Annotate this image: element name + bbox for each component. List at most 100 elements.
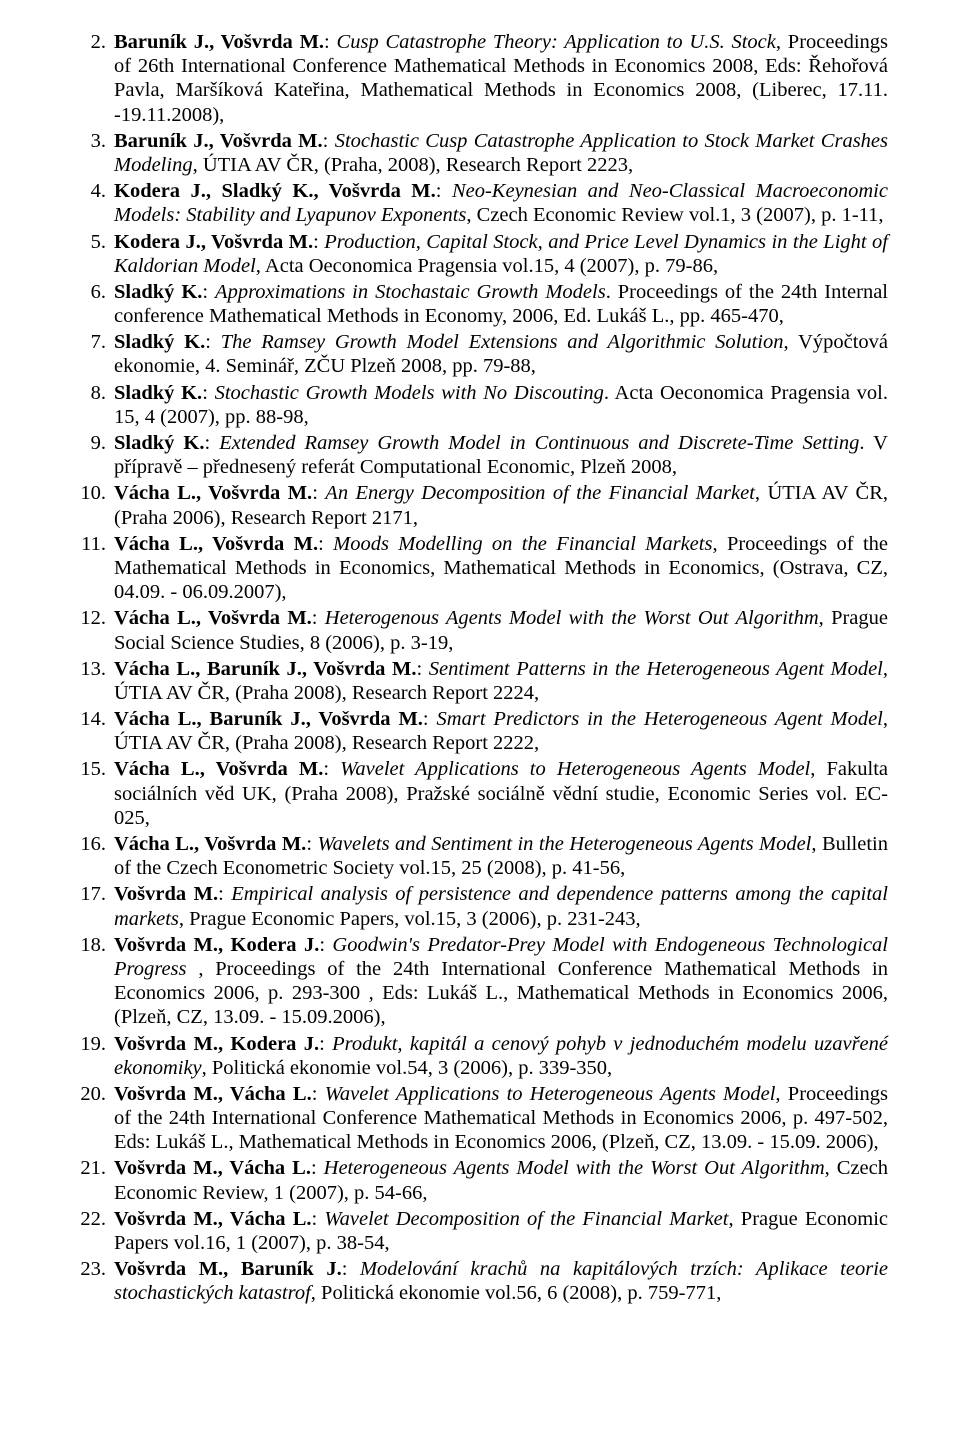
reference-text: Vácha L., Baruník J., Vošvrda M.: [114, 708, 423, 730]
reference-text: :: [318, 533, 333, 555]
reference-text: Vácha L., Vošvrda M.: [114, 607, 312, 629]
reference-text: Approximations in Stochastaic Growth Mod…: [215, 281, 606, 303]
reference-item: 10.Vácha L., Vošvrda M.: An Energy Decom…: [72, 481, 888, 529]
reference-number: 15.: [72, 757, 114, 830]
reference-number: 2.: [72, 30, 114, 127]
reference-text: Vácha L., Baruník J., Vošvrda M.: [114, 658, 416, 680]
reference-item: 16.Vácha L., Vošvrda M.: Wavelets and Se…: [72, 832, 888, 880]
reference-body: Vácha L., Vošvrda M.: An Energy Decompos…: [114, 481, 888, 529]
reference-body: Vácha L., Baruník J., Vošvrda M.: Sentim…: [114, 657, 888, 705]
reference-body: Baruník J., Vošvrda M.: Stochastic Cusp …: [114, 129, 888, 177]
reference-body: Vošvrda M., Vácha L.: Heterogeneous Agen…: [114, 1156, 888, 1204]
reference-text: Sladký K.: [114, 281, 202, 303]
reference-body: Vošvrda M.: Empirical analysis of persis…: [114, 882, 888, 930]
reference-text: Cusp Catastrophe Theory: Application to …: [337, 31, 776, 53]
reference-body: Sladký K.: The Ramsey Growth Model Exten…: [114, 330, 888, 378]
reference-text: The Ramsey Growth Model Extensions and A…: [221, 331, 784, 353]
reference-number: 21.: [72, 1156, 114, 1204]
reference-item: 11.Vácha L., Vošvrda M.: Moods Modelling…: [72, 532, 888, 605]
reference-number: 16.: [72, 832, 114, 880]
reference-text: :: [313, 231, 324, 253]
reference-text: An Energy Decomposition of the Financial…: [325, 482, 755, 504]
reference-number: 6.: [72, 280, 114, 328]
reference-text: :: [218, 883, 231, 905]
reference-body: Kodera J., Sladký K., Vošvrda M.: Neo-Ke…: [114, 179, 888, 227]
reference-text: , Politická ekonomie vol.54, 3 (2006), p…: [202, 1057, 613, 1079]
reference-number: 12.: [72, 606, 114, 654]
reference-text: Vošvrda M., Kodera J.: [114, 934, 319, 956]
reference-number: 9.: [72, 431, 114, 479]
reference-text: :: [319, 934, 332, 956]
reference-number: 7.: [72, 330, 114, 378]
reference-text: Sladký K.: [114, 331, 205, 353]
reference-text: Vácha L., Vošvrda M.: [114, 533, 318, 555]
reference-text: Wavelet Decomposition of the Financial M…: [324, 1208, 728, 1230]
reference-body: Vošvrda M., Baruník J.: Modelování krach…: [114, 1257, 888, 1305]
reference-body: Sladký K.: Approximations in Stochastaic…: [114, 280, 888, 328]
reference-text: :: [323, 130, 335, 152]
reference-body: Vácha L., Vošvrda M.: Wavelets and Senti…: [114, 832, 888, 880]
reference-text: :: [311, 1157, 324, 1179]
reference-number: 11.: [72, 532, 114, 605]
reference-item: 15.Vácha L., Vošvrda M.: Wavelet Applica…: [72, 757, 888, 830]
reference-text: , Acta Oeconomica Pragensia vol.15, 4 (2…: [256, 255, 718, 277]
reference-text: Sentiment Patterns in the Heterogeneous …: [429, 658, 883, 680]
reference-text: Vošvrda M., Baruník J.: [114, 1258, 342, 1280]
reference-item: 8.Sladký K.: Stochastic Growth Models wi…: [72, 381, 888, 429]
reference-text: :: [202, 281, 215, 303]
reference-text: :: [423, 708, 437, 730]
reference-body: Vošvrda M., Kodera J.: Produkt, kapitál …: [114, 1032, 888, 1080]
reference-text: :: [205, 432, 220, 454]
reference-item: 14.Vácha L., Baruník J., Vošvrda M.: Sma…: [72, 707, 888, 755]
reference-number: 18.: [72, 933, 114, 1030]
reference-text: Heterogeneous Agents Model with the Wors…: [324, 1157, 825, 1179]
reference-number: 5.: [72, 230, 114, 278]
reference-text: Heterogenous Agents Model with the Worst…: [325, 607, 819, 629]
reference-text: Wavelet Applications to Heterogeneous Ag…: [325, 1083, 776, 1105]
reference-text: , Politická ekonomie vol.56, 6 (2008), p…: [311, 1282, 722, 1304]
reference-item: 21.Vošvrda M., Vácha L.: Heterogeneous A…: [72, 1156, 888, 1204]
reference-body: Sladký K.: Stochastic Growth Models with…: [114, 381, 888, 429]
reference-item: 5.Kodera J., Vošvrda M.: Production, Cap…: [72, 230, 888, 278]
reference-number: 10.: [72, 481, 114, 529]
reference-text: :: [342, 1258, 360, 1280]
reference-text: , ÚTIA AV ČR, (Praha, 2008), Research Re…: [193, 154, 634, 176]
reference-item: 6.Sladký K.: Approximations in Stochasta…: [72, 280, 888, 328]
reference-text: Vošvrda M., Vácha L.: [114, 1157, 311, 1179]
reference-text: Vošvrda M.: [114, 883, 218, 905]
reference-text: :: [324, 31, 337, 53]
reference-body: Vácha L., Vošvrda M.: Heterogenous Agent…: [114, 606, 888, 654]
reference-number: 23.: [72, 1257, 114, 1305]
reference-text: Sladký K.: [114, 382, 202, 404]
reference-text: :: [312, 482, 325, 504]
reference-text: Vácha L., Vošvrda M.: [114, 758, 323, 780]
reference-text: Baruník J., Vošvrda M.: [114, 31, 324, 53]
reference-number: 14.: [72, 707, 114, 755]
reference-text: :: [312, 607, 325, 629]
reference-body: Vácha L., Vošvrda M.: Wavelet Applicatio…: [114, 757, 888, 830]
reference-body: Vácha L., Baruník J., Vošvrda M.: Smart …: [114, 707, 888, 755]
reference-body: Vošvrda M., Kodera J.: Goodwin's Predato…: [114, 933, 888, 1030]
reference-text: :: [202, 382, 214, 404]
reference-text: :: [319, 1033, 332, 1055]
references-list: 2.Baruník J., Vošvrda M.: Cusp Catastrop…: [72, 30, 888, 1306]
reference-text: Vošvrda M., Vácha L.: [114, 1083, 312, 1105]
reference-number: 4.: [72, 179, 114, 227]
reference-item: 19.Vošvrda M., Kodera J.: Produkt, kapit…: [72, 1032, 888, 1080]
reference-number: 19.: [72, 1032, 114, 1080]
reference-text: Extended Ramsey Growth Model in Continuo…: [219, 432, 859, 454]
reference-text: Wavelets and Sentiment in the Heterogene…: [317, 833, 811, 855]
reference-text: :: [323, 758, 340, 780]
reference-number: 8.: [72, 381, 114, 429]
reference-text: Vácha L., Vošvrda M.: [114, 482, 312, 504]
reference-number: 22.: [72, 1207, 114, 1255]
reference-item: 2.Baruník J., Vošvrda M.: Cusp Catastrop…: [72, 30, 888, 127]
reference-body: Vošvrda M., Vácha L.: Wavelet Decomposit…: [114, 1207, 888, 1255]
reference-item: 20.Vošvrda M., Vácha L.: Wavelet Applica…: [72, 1082, 888, 1155]
reference-item: 7.Sladký K.: The Ramsey Growth Model Ext…: [72, 330, 888, 378]
reference-text: Vošvrda M., Kodera J.: [114, 1033, 319, 1055]
reference-item: 17.Vošvrda M.: Empirical analysis of per…: [72, 882, 888, 930]
reference-text: Sladký K.: [114, 432, 205, 454]
reference-text: Kodera J., Sladký K., Vošvrda M.: [114, 180, 436, 202]
reference-text: :: [205, 331, 220, 353]
